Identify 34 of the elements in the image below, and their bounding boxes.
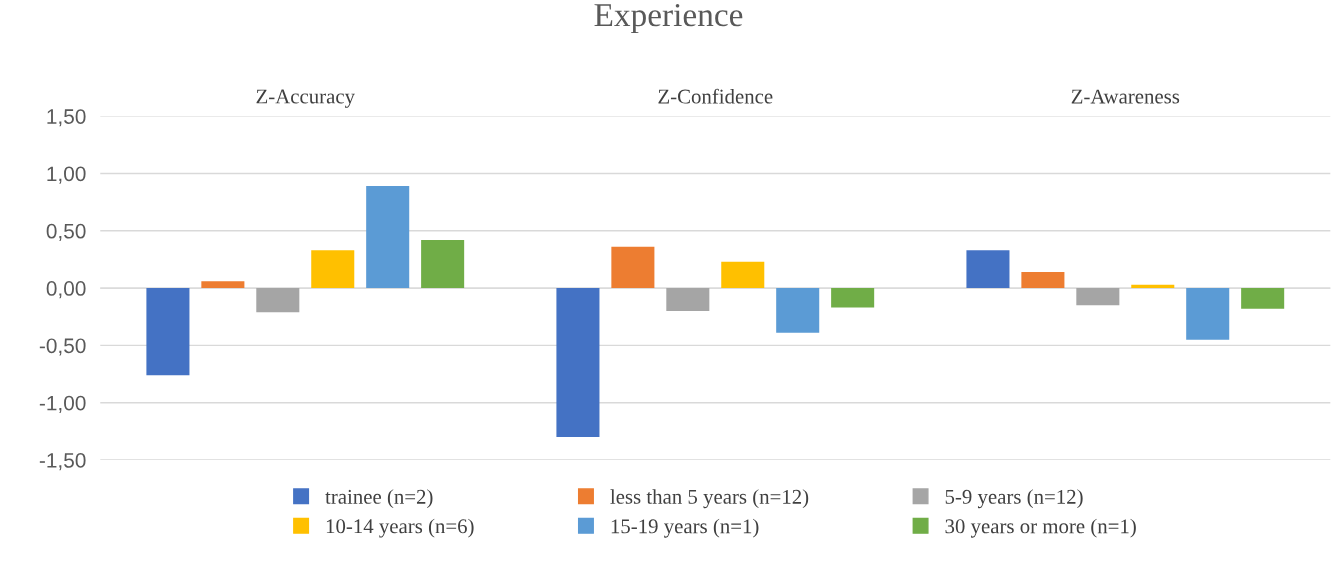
- bar: [556, 288, 600, 438]
- chart-title: Experience: [594, 3, 743, 34]
- bar: [611, 246, 655, 289]
- bar: [776, 288, 820, 333]
- bar: [1021, 272, 1065, 289]
- bar: [1241, 288, 1285, 309]
- y-tick-label: -1,00: [39, 395, 86, 413]
- legend-label: less than 5 years (n=12): [610, 489, 809, 509]
- x-tick-label: Z-Awareness: [1071, 89, 1180, 104]
- y-tick-label: 0,00: [46, 281, 86, 299]
- bar: [1076, 288, 1120, 306]
- bar: [721, 261, 765, 289]
- x-tick-label: Z-Confidence: [658, 88, 773, 104]
- legend-label: trainee (n=2): [325, 489, 433, 509]
- bar: [966, 250, 1010, 289]
- legend-label: 5-9 years (n=12): [945, 489, 1083, 509]
- bar: [831, 288, 875, 308]
- bar: [1186, 288, 1230, 340]
- bar: [666, 288, 710, 311]
- bar: [421, 239, 465, 289]
- y-tick-label: 0,50: [46, 223, 86, 241]
- bar: [256, 288, 300, 313]
- bar: [311, 250, 355, 289]
- bar: [366, 186, 410, 289]
- legend-label: 15-19 years (n=1): [611, 518, 759, 538]
- bar: [201, 281, 245, 289]
- y-tick-label: -0,50: [39, 338, 86, 356]
- legend-label: 30 years or more (n=1): [945, 518, 1136, 538]
- y-tick-label: 1,50: [47, 109, 86, 127]
- bar: [146, 288, 190, 376]
- legend-label: 10-14 years (n=6): [326, 518, 474, 538]
- x-tick-label: Z-Accuracy: [256, 89, 355, 108]
- y-tick-label: -1,50: [39, 453, 86, 471]
- y-tick-label: 1,00: [47, 166, 86, 184]
